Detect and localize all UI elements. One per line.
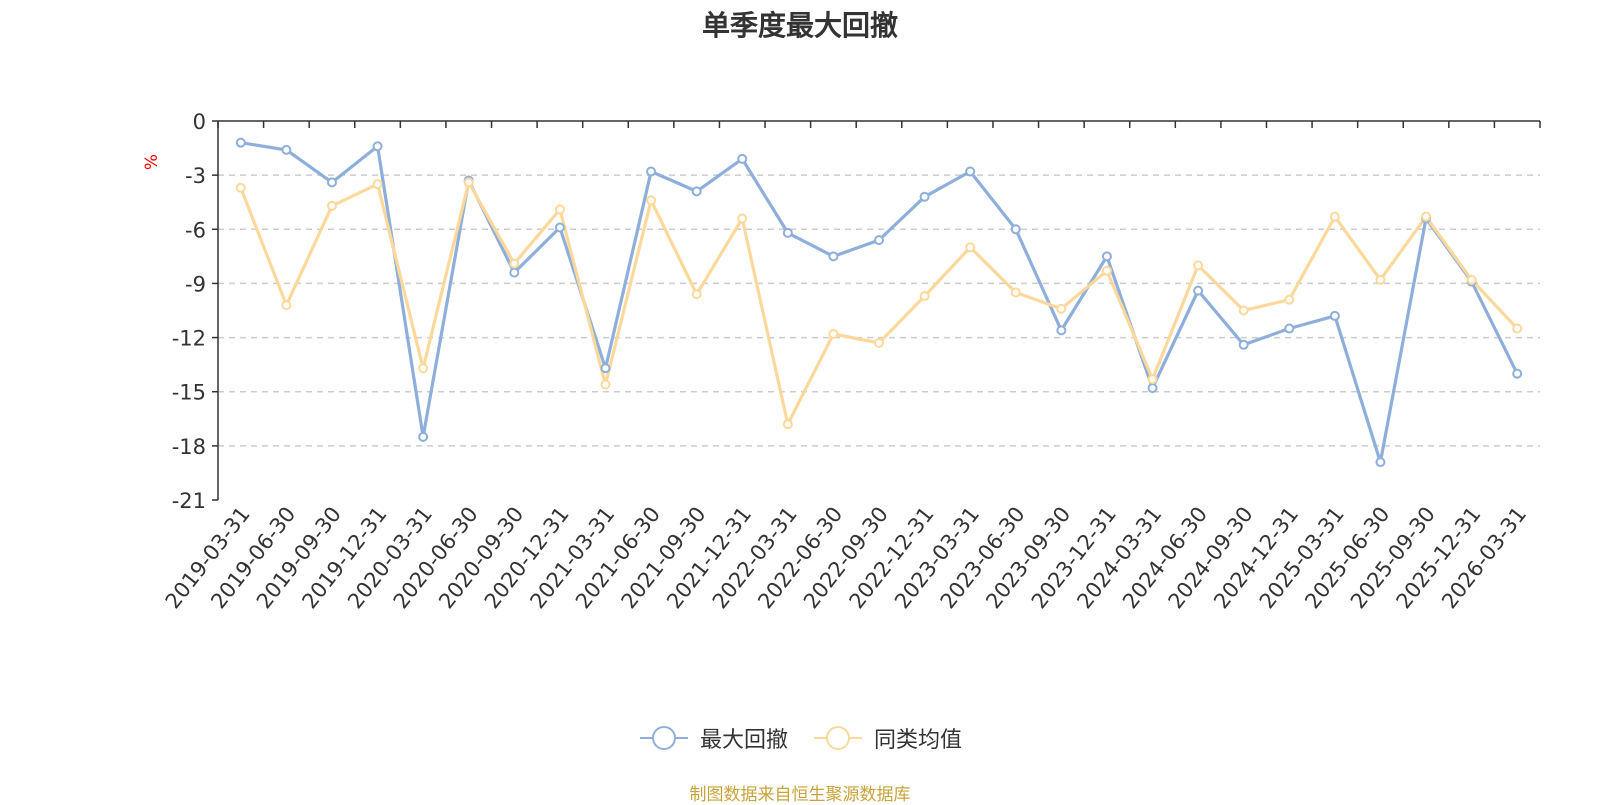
data-point (1193, 260, 1204, 271)
data-point (965, 166, 976, 177)
data-point (554, 222, 565, 233)
data-point (1101, 265, 1112, 276)
y-tick-label: -9 (185, 272, 206, 296)
data-point (326, 177, 337, 188)
data-point (1010, 287, 1021, 298)
data-point (600, 363, 611, 374)
data-point (326, 200, 337, 211)
data-point (600, 379, 611, 390)
data-point (372, 179, 383, 190)
data-point (737, 213, 748, 224)
data-point (782, 227, 793, 238)
y-tick-label: -15 (172, 381, 206, 405)
data-point (1512, 368, 1523, 379)
data-point (965, 242, 976, 253)
y-tick-label: -3 (185, 164, 206, 188)
data-point (1284, 323, 1295, 334)
data-point (554, 204, 565, 215)
data-point (1375, 457, 1386, 468)
legend-label: 最大回撤 (699, 728, 788, 753)
source-note: 制图数据来自恒生聚源数据库 (689, 785, 911, 805)
data-point (1329, 310, 1340, 321)
y-tick-label: -18 (172, 435, 206, 459)
grid-lines (218, 174, 1540, 447)
axis-labels: 0-3-6-9-12-15-18-21%2019-03-312019-06-30… (142, 110, 1531, 613)
data-point (1238, 305, 1249, 316)
y-tick-label: -6 (185, 218, 206, 242)
data-point (1466, 274, 1477, 285)
data-point (1056, 303, 1067, 314)
data-point (1512, 323, 1523, 334)
data-point (691, 186, 702, 197)
data-point (1010, 224, 1021, 235)
series-line (240, 141, 1519, 464)
data-point (919, 291, 930, 302)
data-point (737, 153, 748, 164)
axes (212, 120, 1541, 501)
legend-item[interactable]: 同类均值 (812, 722, 962, 754)
y-tick-label: -21 (172, 489, 206, 513)
data-point (235, 182, 246, 193)
chart-title: 单季度最大回撤 (701, 9, 898, 42)
data-point (418, 363, 429, 374)
y-tick-label: 0 (193, 110, 206, 134)
data-point (1147, 374, 1158, 385)
data-point (646, 195, 657, 206)
data-point (782, 419, 793, 430)
data-point (919, 191, 930, 202)
data-point (418, 431, 429, 442)
y-axis-label: % (142, 154, 162, 170)
data-point (235, 137, 246, 148)
data-point (646, 166, 657, 177)
data-point (1284, 294, 1295, 305)
y-tick-label: -12 (172, 327, 206, 351)
data-point (1329, 211, 1340, 222)
legend: 最大回撤 同类均值 (0, 722, 1600, 758)
data-point (1193, 285, 1204, 296)
data-point (463, 177, 474, 188)
data-point (509, 258, 520, 269)
data-point (281, 144, 292, 155)
legend-marker-icon (814, 726, 862, 750)
data-point (1238, 339, 1249, 350)
data-point (1056, 325, 1067, 336)
data-point (509, 267, 520, 278)
data-point (874, 337, 884, 348)
data-point (828, 251, 839, 262)
data-point (1147, 383, 1158, 394)
data-point (372, 141, 383, 152)
data-point (828, 328, 839, 339)
legend-item[interactable]: 最大回撤 (638, 722, 788, 754)
data-point (281, 300, 292, 311)
data-point (691, 289, 702, 300)
series-lines (235, 137, 1523, 468)
legend-marker-icon (639, 726, 688, 750)
data-point (1375, 274, 1386, 285)
legend-label: 同类均值 (874, 728, 963, 753)
data-point (1101, 251, 1112, 262)
data-point (874, 235, 884, 246)
data-point (1421, 211, 1432, 222)
